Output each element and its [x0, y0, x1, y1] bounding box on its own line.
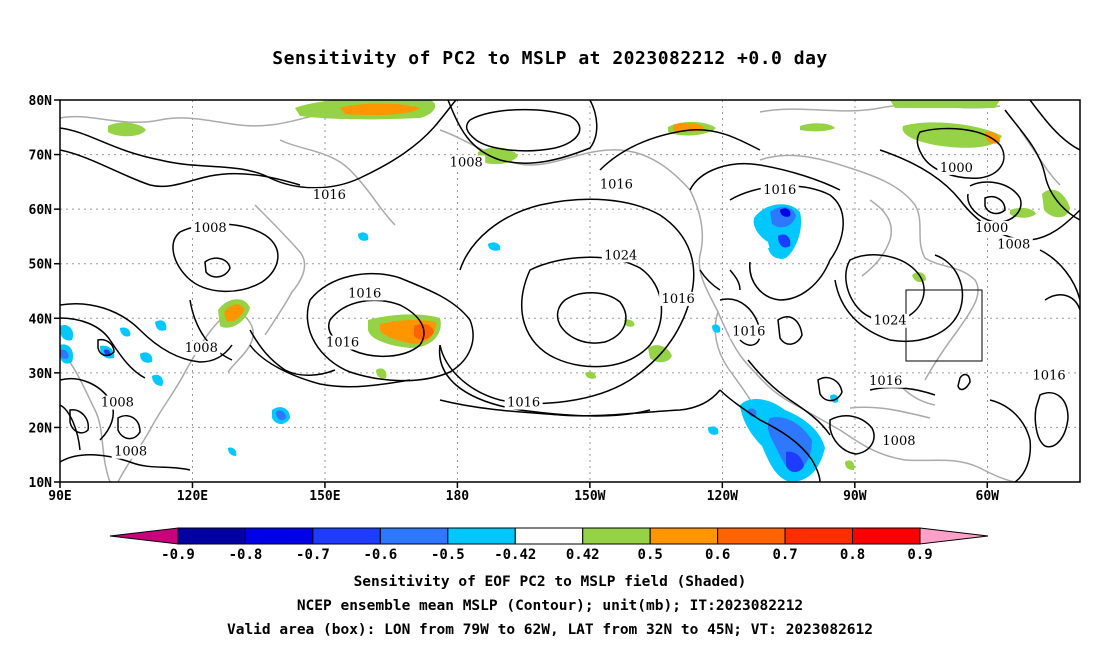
contour-label-bg	[866, 373, 905, 388]
lat-tick-label: 70N	[29, 149, 53, 164]
contour-label-bg	[871, 313, 910, 328]
colorbar-box	[649, 527, 719, 545]
lon-tick-label: 180	[446, 489, 470, 504]
contour-label: 1024	[874, 314, 907, 329]
caption-valid-area: Valid area (box): LON from 79W to 62W, L…	[226, 622, 873, 638]
contour-label-bg	[447, 155, 486, 170]
lon-tick-label: 120W	[707, 489, 738, 504]
contour-label-bg	[937, 160, 976, 175]
colorbar-label: 0.9	[907, 547, 932, 563]
colorbar-max-triangle	[919, 527, 989, 545]
contour-label: 1016	[313, 188, 346, 203]
colorbar-box	[717, 527, 786, 545]
latitude-axis: 80N 70N 60N 50N 40N 30N 20N 10N	[29, 94, 60, 491]
contour-label-bg	[601, 248, 640, 263]
lat-tick-label: 30N	[29, 367, 53, 382]
colorbar-label: 0.6	[705, 547, 730, 563]
colorbar-box	[514, 527, 584, 545]
colorbar-box	[582, 527, 651, 545]
lon-tick-label: 60W	[976, 489, 1000, 504]
contour-label-bg	[729, 324, 768, 339]
lat-tick-label: 80N	[29, 94, 53, 109]
colorbar-label: 0.7	[772, 547, 797, 563]
colorbar-label: -0.8	[229, 547, 263, 563]
contour-label-bg	[345, 286, 384, 301]
contour-label: 1008	[997, 237, 1030, 252]
lon-tick-label: 120E	[177, 489, 208, 504]
colorbar-box	[447, 527, 516, 545]
colorbar-label: -0.9	[161, 547, 195, 563]
contour-label-bg	[323, 335, 362, 350]
colorbar-label: 0.8	[840, 547, 865, 563]
mslp-contours	[60, 100, 1080, 482]
map-title: Sensitivity of PC2 to MSLP at 2023082212…	[272, 48, 828, 69]
colorbar-box	[852, 527, 921, 545]
contour-label-bg	[760, 182, 799, 197]
contour-label-bg	[111, 444, 150, 459]
lon-tick-label: 150E	[309, 489, 340, 504]
lat-tick-label: 20N	[29, 421, 53, 436]
contour-label-bg	[182, 341, 221, 356]
longitude-axis: 90E 120E 150E 180 150W 120W 90W 60W	[48, 482, 999, 504]
contour-label-bg	[972, 220, 1011, 235]
lon-tick-label: 90W	[843, 489, 867, 504]
contour-label-bg	[879, 433, 918, 448]
contour-label: 1000	[975, 221, 1008, 236]
contour-label: 1008	[450, 155, 483, 170]
lat-tick-label: 40N	[29, 312, 53, 327]
lat-tick-label: 60N	[29, 203, 53, 218]
colorbar-label: 0.5	[638, 547, 663, 563]
contour-label: 1008	[114, 445, 147, 460]
contour-label: 1008	[185, 341, 218, 356]
colorbar-box	[784, 527, 854, 545]
colorbar-label: 0.42	[566, 547, 600, 563]
contour-label: 1016	[348, 286, 381, 301]
contour-label: 1008	[194, 221, 227, 236]
colorbar-box	[244, 527, 314, 545]
contour-label: 1016	[662, 292, 695, 307]
coastlines	[60, 104, 1061, 482]
contour-label: 1016	[326, 336, 359, 351]
shaded-negative	[60, 204, 839, 482]
contour-label: 1000	[940, 161, 973, 176]
contour-label-bg	[659, 291, 698, 306]
contour-label: 1016	[869, 374, 902, 389]
contour-label-bg	[1030, 368, 1069, 383]
contour-label: 1024	[604, 248, 637, 263]
lon-tick-label: 90E	[48, 489, 71, 504]
contour-label: 1016	[1033, 368, 1066, 383]
contour-label: 1016	[732, 325, 765, 340]
colorbar-label: -0.6	[364, 547, 398, 563]
colorbar-label: -0.7	[296, 547, 330, 563]
contour-label-bg	[994, 237, 1033, 252]
contour-label: 1016	[763, 183, 796, 198]
lat-tick-label: 10N	[29, 476, 53, 491]
colorbar: -0.9 -0.8 -0.7 -0.6 -0.5 -0.42 0.42 0.5 0.6 0.7 0.…	[109, 527, 989, 563]
contour-label-bg	[191, 220, 230, 235]
lon-tick-label: 150W	[574, 489, 605, 504]
colorbar-box	[312, 527, 381, 545]
contour-label: 1008	[101, 396, 134, 411]
contour-label-bg	[310, 188, 349, 203]
contour-label-bg	[597, 177, 636, 192]
colorbar-box	[379, 527, 449, 545]
colorbar-label: -0.5	[431, 547, 465, 563]
contour-label: 1008	[882, 434, 915, 449]
contour-label: 1016	[600, 177, 633, 192]
contour-label-bg	[504, 395, 543, 410]
colorbar-min-triangle	[109, 527, 179, 545]
lat-tick-label: 50N	[29, 258, 53, 273]
map-frame	[59, 99, 1081, 483]
colorbar-label: -0.42	[494, 547, 536, 563]
colorbar-box	[177, 527, 246, 545]
caption-shading: Sensitivity of EOF PC2 to MSLP field (Sh…	[353, 574, 747, 590]
contour-label-bg	[98, 395, 137, 410]
contour-label: 1016	[507, 396, 540, 411]
caption-contour: NCEP ensemble mean MSLP (Contour); unit(…	[296, 598, 804, 614]
